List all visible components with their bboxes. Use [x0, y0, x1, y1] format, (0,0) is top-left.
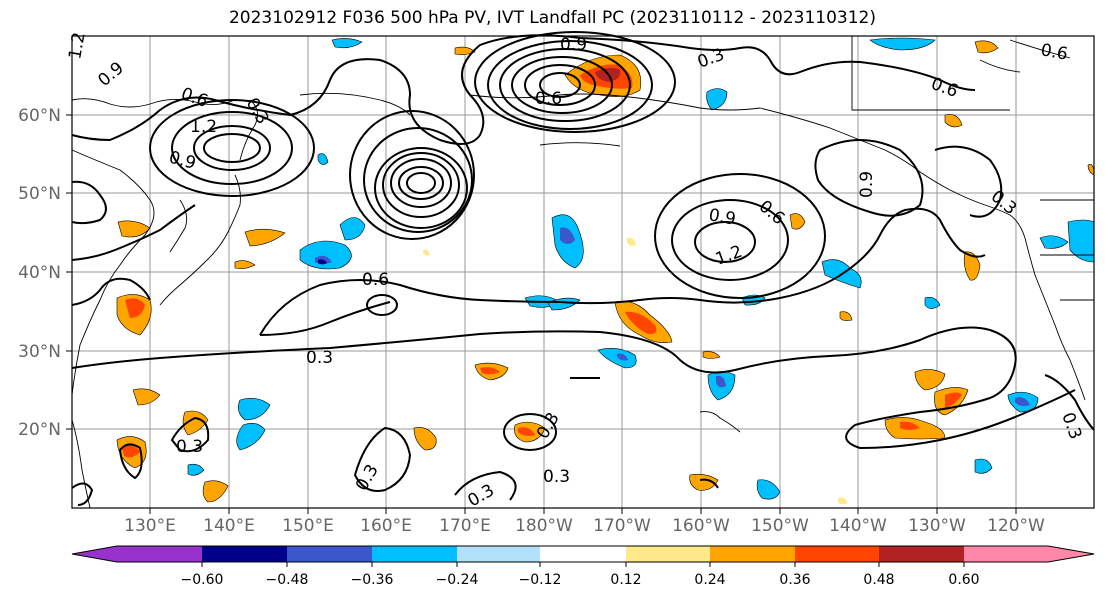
- colorbar-bin: [457, 546, 540, 562]
- contour-label: 0.9: [707, 205, 737, 229]
- lon-label: 160°E: [360, 516, 412, 536]
- lat-label: 30°N: [18, 342, 61, 362]
- colorbar-extend-high: [1048, 546, 1094, 562]
- colorbar-tick-label: 0.24: [694, 572, 725, 588]
- colorbar-bin: [117, 546, 202, 562]
- contour-label: 0.6: [362, 270, 389, 290]
- lat-axis: [66, 114, 72, 430]
- lon-label: 170°W: [593, 516, 651, 536]
- colorbar-bin: [626, 546, 710, 562]
- map-title: 2023102912 F036 500 hPa PV, IVT Landfall…: [228, 8, 876, 28]
- colorbar-bin: [879, 546, 964, 562]
- colorbar-tick-label: 0.48: [863, 572, 894, 588]
- lon-label: 130°W: [908, 516, 966, 536]
- colorbar-bin: [372, 546, 457, 562]
- lon-axis: [149, 508, 1017, 514]
- colorbar-tick-label: −0.24: [436, 572, 479, 588]
- lon-label: 140°E: [203, 516, 255, 536]
- lon-label: 150°E: [282, 516, 334, 536]
- contour-label: 1.2: [190, 117, 217, 137]
- ivt-shading: [116, 37, 1095, 505]
- lon-label: 130°E: [124, 516, 176, 536]
- lon-label: 140°W: [829, 516, 887, 536]
- graticule: [72, 36, 1094, 508]
- pv-contours: [71, 31, 1095, 506]
- colorbar-bin: [287, 546, 372, 562]
- colorbar-outline: [71, 545, 1095, 563]
- lat-label: 20°N: [18, 420, 61, 440]
- lon-label: 120°W: [987, 516, 1045, 536]
- contour-label: 0.9: [560, 35, 587, 55]
- lon-label: 160°W: [672, 516, 730, 536]
- contour-label: 0.3: [306, 348, 333, 368]
- colorbar-bin: [710, 546, 795, 562]
- colorbar-extend-low: [72, 546, 117, 562]
- colorbar-tick-label: −0.60: [181, 572, 224, 588]
- contour-label: 0.3: [176, 437, 203, 457]
- coastlines: [71, 36, 1094, 509]
- lat-label: 50°N: [18, 184, 61, 204]
- colorbar-bin: [540, 546, 626, 562]
- lat-label: 40°N: [18, 263, 61, 283]
- contour-label: 0.6: [535, 89, 562, 109]
- lon-label: 170°E: [439, 516, 491, 536]
- colorbar-tick-label: −0.48: [266, 572, 309, 588]
- colorbar-bin: [202, 546, 287, 562]
- colorbar-bin: [964, 546, 1048, 562]
- colorbar-tick-label: 0.12: [610, 572, 641, 588]
- lon-label: 180°W: [515, 516, 573, 536]
- lon-label: 150°W: [751, 516, 809, 536]
- colorbar: [71, 545, 1095, 567]
- contour-label: 0.6: [1039, 40, 1069, 64]
- colorbar-tick-label: 0.36: [779, 572, 810, 588]
- colorbar-tick-label: −0.36: [351, 572, 394, 588]
- colorbar-tick-label: −0.12: [519, 572, 562, 588]
- lat-label: 60°N: [18, 106, 61, 126]
- colorbar-tick-label: 0.60: [948, 572, 979, 588]
- contour-label: 0.3: [543, 467, 570, 487]
- colorbar-bin: [795, 546, 879, 562]
- contour-label: 0.9: [857, 171, 877, 198]
